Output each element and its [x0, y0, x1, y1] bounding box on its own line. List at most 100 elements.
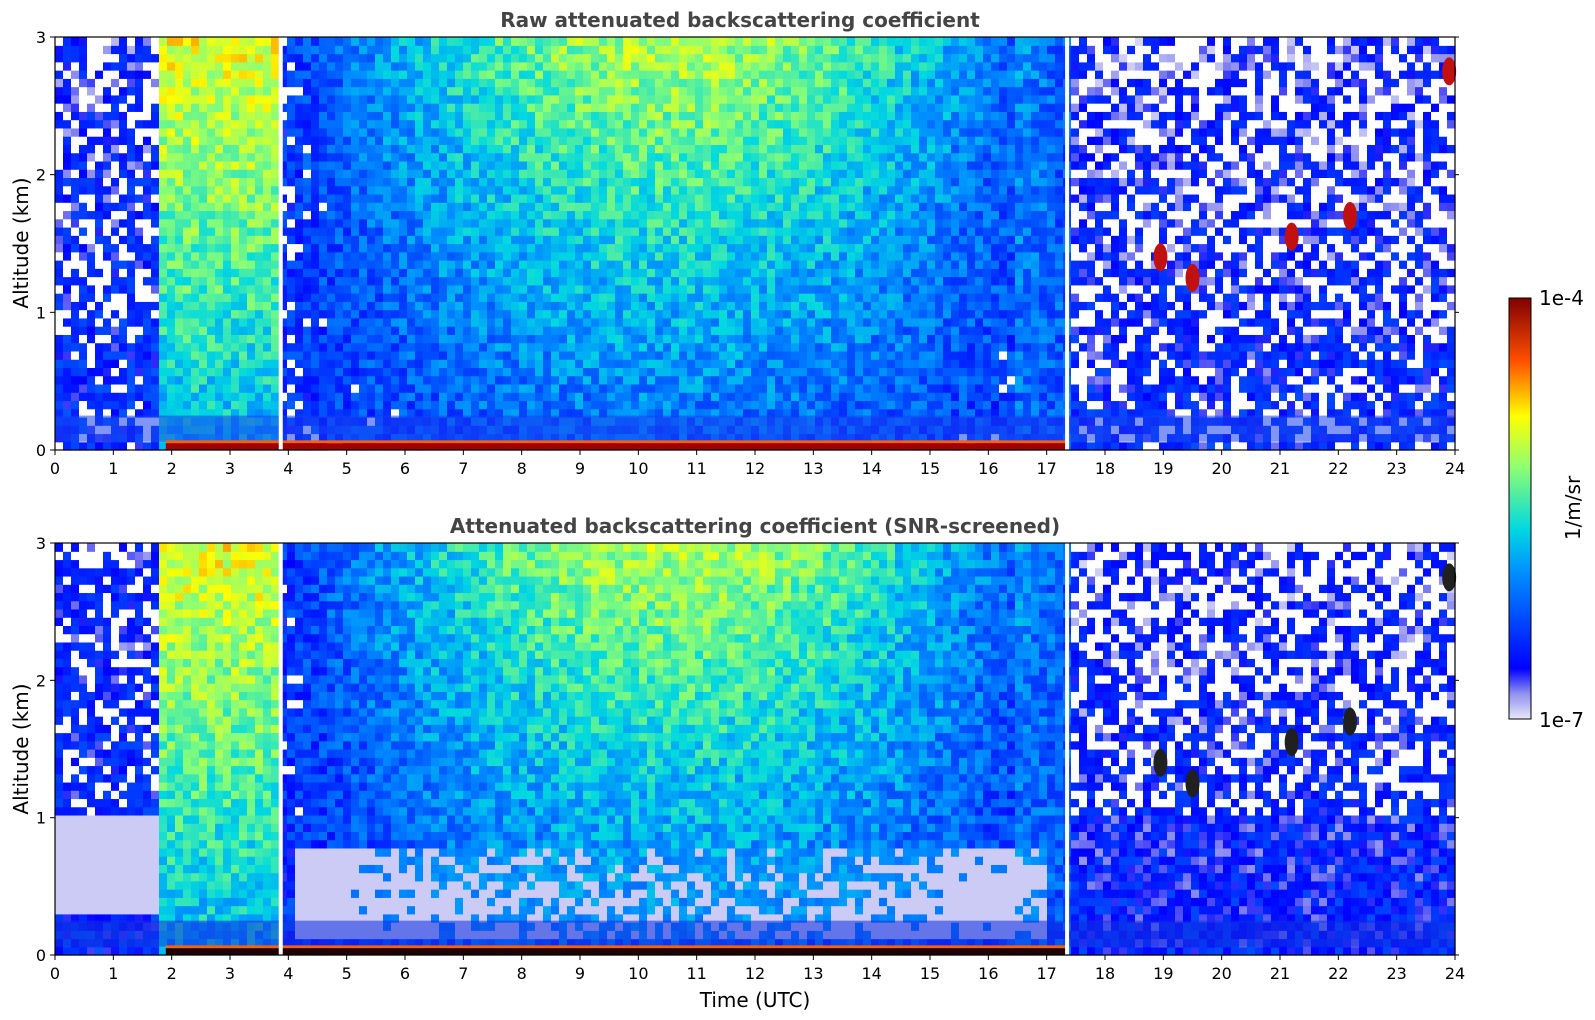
heatmap-cell	[663, 86, 672, 96]
heatmap-cell	[695, 260, 704, 269]
heatmap-cell	[319, 268, 328, 278]
heatmap-cell	[103, 127, 112, 137]
heatmap-cell	[215, 53, 224, 63]
heatmap-cell	[599, 94, 608, 104]
heatmap-cell	[463, 152, 472, 162]
heatmap-cell	[439, 144, 448, 154]
heatmap-cell	[383, 111, 392, 121]
heatmap-cell	[439, 359, 448, 368]
heatmap-cell	[151, 326, 160, 335]
heatmap-cell	[231, 375, 240, 385]
heatmap-cell	[831, 144, 840, 154]
heatmap-cell	[815, 37, 824, 46]
heatmap-cell	[199, 169, 208, 179]
heatmap-cell	[447, 342, 456, 352]
heatmap-cell	[639, 226, 648, 236]
heatmap-cell	[207, 392, 216, 402]
heatmap-cell	[815, 193, 824, 203]
heatmap-cell	[399, 218, 408, 228]
heatmap-cell	[79, 226, 88, 236]
heatmap-cell	[167, 160, 176, 170]
heatmap-cell	[119, 111, 128, 121]
heatmap-cell	[111, 342, 120, 352]
heatmap-cell	[143, 193, 152, 203]
heatmap-cell	[559, 375, 568, 385]
heatmap-cell	[743, 169, 752, 179]
heatmap-cell	[271, 144, 280, 154]
heatmap-cell	[543, 210, 552, 220]
heatmap-cell	[647, 260, 656, 269]
heatmap-cell	[615, 293, 624, 302]
heatmap-cell	[783, 375, 792, 385]
heatmap-cell	[703, 185, 712, 195]
heatmap-cell	[255, 251, 264, 261]
heatmap-cell	[575, 103, 584, 112]
heatmap-cell	[391, 86, 400, 96]
heatmap-cell	[647, 334, 656, 344]
heatmap-cell	[303, 37, 312, 46]
heatmap-cell	[239, 193, 248, 203]
heatmap-cell	[671, 61, 680, 71]
heatmap-cell	[535, 111, 544, 121]
heatmap-cell	[231, 226, 240, 236]
heatmap-cell	[175, 61, 184, 71]
heatmap-image	[55, 37, 1457, 451]
heatmap-cell	[551, 94, 560, 104]
heatmap-cell	[767, 61, 776, 71]
heatmap-cell	[783, 103, 792, 112]
heatmap-cell	[519, 276, 528, 286]
heatmap-cell	[231, 103, 240, 112]
heatmap-cell	[671, 45, 680, 55]
heatmap-cell	[183, 301, 192, 311]
heatmap-cell	[151, 70, 160, 79]
heatmap-cell	[95, 177, 104, 187]
heatmap-cell	[535, 193, 544, 203]
heatmap-cell	[671, 334, 680, 344]
heatmap-cell	[199, 350, 208, 360]
heatmap-cell	[215, 144, 224, 154]
heatmap-cell	[415, 70, 424, 79]
heatmap-cell	[271, 326, 280, 335]
heatmap-cell	[703, 408, 712, 418]
heatmap-cell	[775, 185, 784, 195]
heatmap-cell	[807, 70, 816, 79]
heatmap-cell	[95, 342, 104, 352]
heatmap-cell	[295, 268, 304, 278]
heatmap-cell	[703, 276, 712, 286]
heatmap-cell	[727, 119, 736, 129]
heatmap-cell	[247, 185, 256, 195]
heatmap-cell	[599, 293, 608, 302]
heatmap-cell	[295, 226, 304, 236]
heatmap-cell	[695, 235, 704, 245]
heatmap-cell	[743, 218, 752, 228]
heatmap-cell	[719, 152, 728, 162]
heatmap-cell	[815, 309, 824, 319]
heatmap-cell	[271, 317, 280, 327]
heatmap-cell	[239, 408, 248, 418]
heatmap-cell	[543, 119, 552, 129]
heatmap-cell	[383, 392, 392, 402]
heatmap-cell	[55, 375, 64, 385]
heatmap-cell	[487, 119, 496, 129]
heatmap-cell	[159, 119, 168, 129]
heatmap-cell	[519, 408, 528, 418]
heatmap-cell	[463, 218, 472, 228]
heatmap-cell	[743, 235, 752, 245]
heatmap-cell	[511, 235, 520, 245]
heatmap-cell	[559, 408, 568, 418]
heatmap-cell	[767, 268, 776, 278]
heatmap-cell	[439, 160, 448, 170]
heatmap-cell	[383, 309, 392, 319]
heatmap-cell	[631, 218, 640, 228]
heatmap-cell	[359, 119, 368, 129]
heatmap-cell	[655, 243, 664, 253]
heatmap-cell	[655, 218, 664, 228]
heatmap-cell	[559, 235, 568, 245]
heatmap-cell	[631, 301, 640, 311]
heatmap-cell	[351, 193, 360, 203]
heatmap-cell	[751, 119, 760, 129]
heatmap-cell	[351, 210, 360, 220]
heatmap-cell	[55, 144, 64, 154]
heatmap-cell	[279, 86, 288, 96]
heatmap-cell	[287, 169, 296, 179]
